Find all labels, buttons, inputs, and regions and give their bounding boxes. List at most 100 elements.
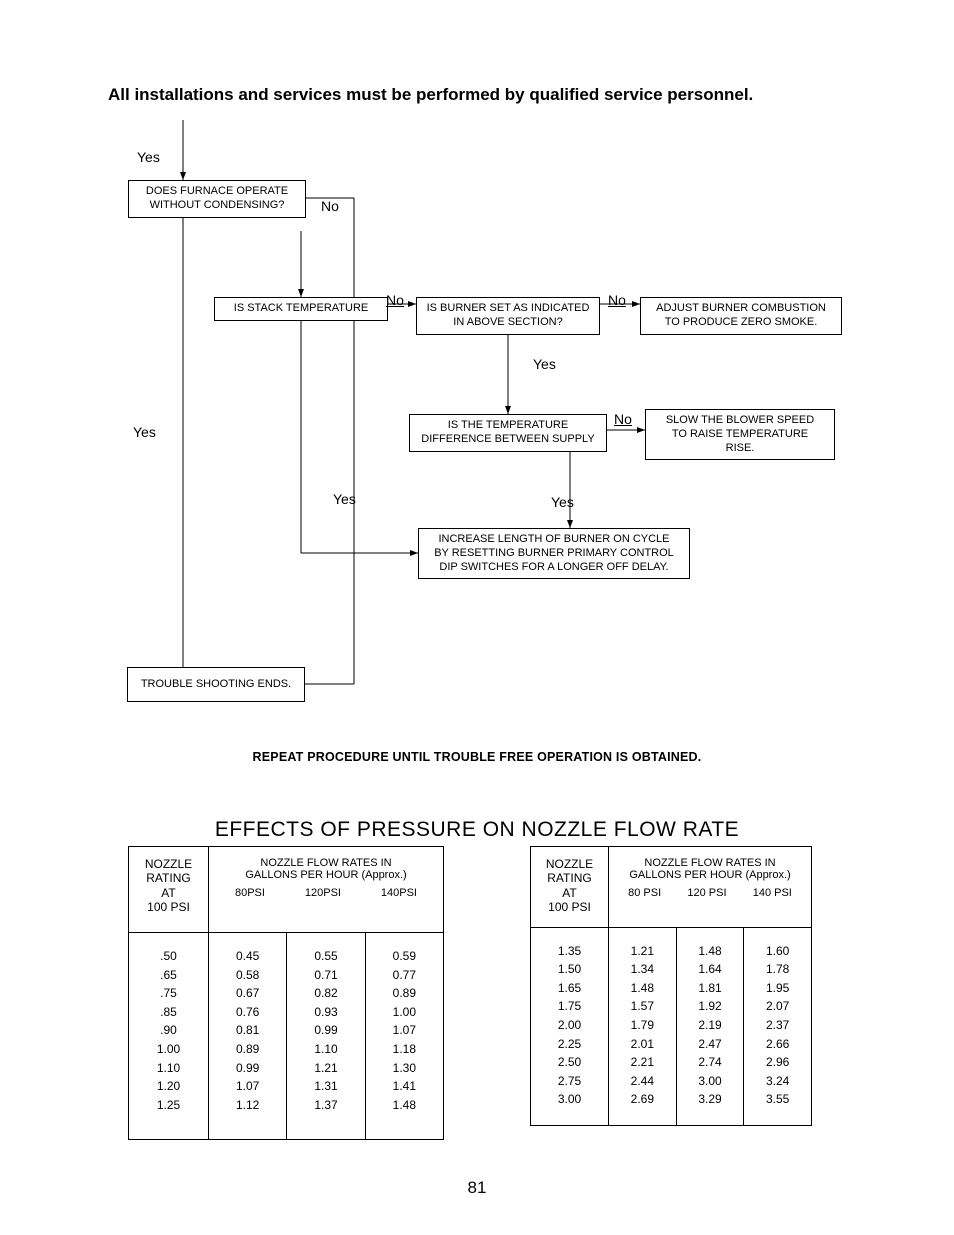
repeat-caption: REPEAT PROCEDURE UNTIL TROUBLE FREE OPER… — [0, 750, 954, 764]
flowchart-node: INCREASE LENGTH OF BURNER ON CYCLEBY RES… — [418, 528, 690, 579]
flowchart-edge-label: No — [321, 198, 339, 214]
table-cell: 1.10 — [129, 1059, 208, 1078]
table-cell: 2.50 — [531, 1053, 608, 1072]
table-cell: 0.67 — [209, 984, 286, 1003]
table-cell: 1.75 — [531, 997, 608, 1016]
table-cell: 2.01 — [609, 1035, 676, 1054]
flowchart-node-label: IS BURNER SET AS INDICATEDIN ABOVE SECTI… — [427, 302, 590, 330]
table-cell: 1.00 — [366, 1003, 443, 1022]
table-cell: 1.37 — [287, 1096, 364, 1115]
table-cell: .75 — [129, 984, 208, 1003]
table-column: 1.211.341.481.571.792.012.212.442.69 — [609, 928, 677, 1125]
table-cell: 0.99 — [287, 1021, 364, 1040]
table-cell: 0.45 — [209, 947, 286, 966]
table-cell: 0.81 — [209, 1021, 286, 1040]
table-cell: 1.95 — [744, 979, 811, 998]
psi-label: 80PSI — [235, 887, 265, 899]
table-cell: 2.75 — [531, 1072, 608, 1091]
table-cell: .85 — [129, 1003, 208, 1022]
table-cell: 1.00 — [129, 1040, 208, 1059]
page-number: 81 — [0, 1178, 954, 1198]
table-cell: 0.77 — [366, 966, 443, 985]
flowchart-node-label: TROUBLE SHOOTING ENDS. — [141, 678, 291, 692]
nozzle-table-left: NOZZLERATINGAT100 PSI .50.65.75.85.901.0… — [128, 846, 444, 1140]
flowchart-edge-label: No — [386, 292, 404, 308]
flowchart-node: ADJUST BURNER COMBUSTIONTO PRODUCE ZERO … — [640, 297, 842, 335]
table-cell: 0.76 — [209, 1003, 286, 1022]
flowchart-node: IS THE TEMPERATUREDIFFERENCE BETWEEN SUP… — [409, 414, 607, 452]
table-column: 0.550.710.820.930.991.101.211.311.37 — [287, 933, 365, 1139]
table-cell: 1.92 — [677, 997, 744, 1016]
table-cell: 1.07 — [209, 1077, 286, 1096]
table-cell: 1.65 — [531, 979, 608, 998]
table-cell: 1.79 — [609, 1016, 676, 1035]
table-cell: 2.74 — [677, 1053, 744, 1072]
psi-label: 120 PSI — [687, 887, 726, 899]
table-cell: 1.35 — [531, 942, 608, 961]
flowchart-edge-label: Yes — [551, 494, 574, 510]
table-cell: .90 — [129, 1021, 208, 1040]
flowchart-node: SLOW THE BLOWER SPEEDTO RAISE TEMPERATUR… — [645, 409, 835, 460]
flowchart-edge-label: Yes — [533, 356, 556, 372]
flowchart-node-label: DOES FURNACE OPERATEWITHOUT CONDENSING? — [146, 185, 288, 213]
table-cell: .65 — [129, 966, 208, 985]
table-column: 1.481.641.811.922.192.472.743.003.29 — [677, 928, 745, 1125]
table-cell: 2.47 — [677, 1035, 744, 1054]
table-cell: 1.31 — [287, 1077, 364, 1096]
table-cell: 2.21 — [609, 1053, 676, 1072]
table-cell: 1.48 — [366, 1096, 443, 1115]
table-cell: 1.60 — [744, 942, 811, 961]
table-cell: 1.07 — [366, 1021, 443, 1040]
psi-label: 120PSI — [305, 887, 341, 899]
table-cell: 0.59 — [366, 947, 443, 966]
table-cell: 2.19 — [677, 1016, 744, 1035]
table-cell: 2.44 — [609, 1072, 676, 1091]
table-column: 0.590.770.891.001.071.181.301.411.48 — [366, 933, 443, 1139]
table-cell: 1.25 — [129, 1096, 208, 1115]
table-cell: 1.18 — [366, 1040, 443, 1059]
table-cell: 1.57 — [609, 997, 676, 1016]
table-cell: 1.64 — [677, 960, 744, 979]
table-cell: 2.00 — [531, 1016, 608, 1035]
table-cell: 0.89 — [366, 984, 443, 1003]
table-column: 1.601.781.952.072.372.662.963.243.55 — [744, 928, 811, 1125]
flowchart-node: TROUBLE SHOOTING ENDS. — [127, 667, 305, 702]
flowchart-edge-label: Yes — [137, 149, 160, 165]
table-cell: 1.50 — [531, 960, 608, 979]
flowchart-node-label: ADJUST BURNER COMBUSTIONTO PRODUCE ZERO … — [656, 302, 826, 330]
flowchart-node: IS STACK TEMPERATURE — [214, 297, 388, 321]
table-cell: 1.48 — [609, 979, 676, 998]
table-cell: 2.96 — [744, 1053, 811, 1072]
page: All installations and services must be p… — [0, 0, 954, 1235]
table-cell: 3.29 — [677, 1090, 744, 1109]
table-cell: 3.55 — [744, 1090, 811, 1109]
table-cell: 2.66 — [744, 1035, 811, 1054]
table-cell: 2.69 — [609, 1090, 676, 1109]
flowchart-edge-label: Yes — [333, 491, 356, 507]
table-column: 0.450.580.670.760.810.890.991.071.12 — [209, 933, 287, 1139]
flowchart-edge-label: No — [608, 292, 626, 308]
table-cell: 0.71 — [287, 966, 364, 985]
table-cell: 1.41 — [366, 1077, 443, 1096]
table-cell: 3.00 — [677, 1072, 744, 1091]
table-cell: 1.48 — [677, 942, 744, 961]
flowchart-node: DOES FURNACE OPERATEWITHOUT CONDENSING? — [128, 180, 306, 218]
table-cell: 1.20 — [129, 1077, 208, 1096]
table-cell: 3.00 — [531, 1090, 608, 1109]
table-cell: 1.78 — [744, 960, 811, 979]
table-cell: 2.07 — [744, 997, 811, 1016]
flowchart-node-label: INCREASE LENGTH OF BURNER ON CYCLEBY RES… — [434, 533, 674, 574]
nozzle-table-right: NOZZLERATINGAT100 PSI 1.351.501.651.752.… — [530, 846, 812, 1126]
flowchart-edge-label: No — [614, 411, 632, 427]
flowchart-node-label: SLOW THE BLOWER SPEEDTO RAISE TEMPERATUR… — [666, 414, 814, 455]
table-cell: 2.37 — [744, 1016, 811, 1035]
table-cell: 1.34 — [609, 960, 676, 979]
table-cell: 3.24 — [744, 1072, 811, 1091]
table-cell: 1.21 — [609, 942, 676, 961]
psi-label: 140 PSI — [753, 887, 792, 899]
table-cell: 0.93 — [287, 1003, 364, 1022]
page-heading: All installations and services must be p… — [108, 85, 753, 105]
table-cell: 1.30 — [366, 1059, 443, 1078]
psi-label: 80 PSI — [628, 887, 661, 899]
table-cell: 1.81 — [677, 979, 744, 998]
